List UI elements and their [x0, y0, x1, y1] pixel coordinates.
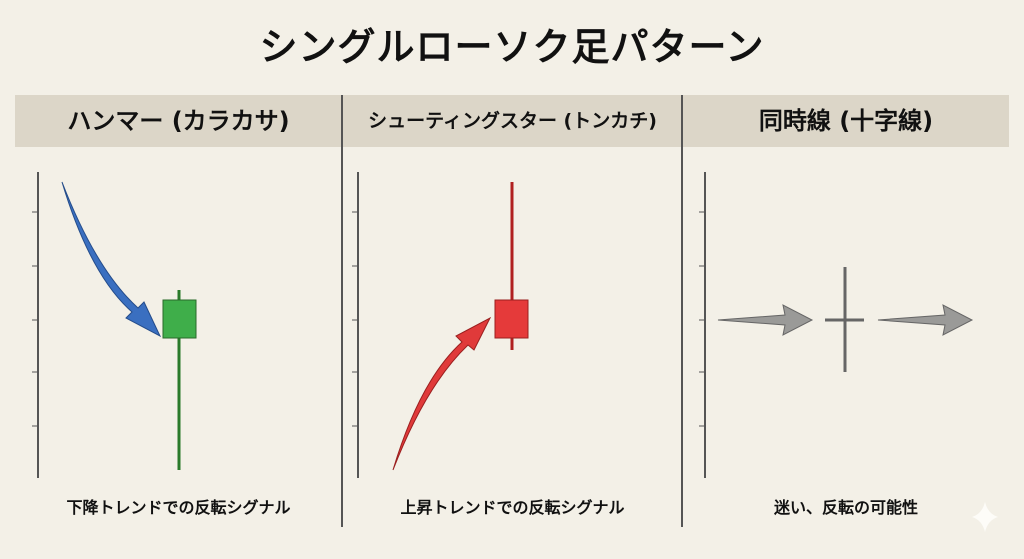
caption-hammer: 下降トレンドでの反転シグナル [66, 498, 291, 517]
sparkle-icon [972, 502, 998, 532]
shooting-star-candle [494, 182, 529, 350]
header-doji: 同時線 (十字線) [758, 107, 934, 135]
sideways-arrow-right [877, 304, 974, 336]
downtrend-arrow [61, 181, 162, 338]
page-title: シングルローソク足パターン [259, 25, 765, 69]
header-hammer: ハンマー (カラカサ) [67, 107, 290, 135]
price-axis [699, 172, 706, 478]
divider [681, 95, 683, 527]
price-axis [352, 172, 359, 478]
caption-shooting-star: 上昇トレンドでの反転シグナル [400, 498, 625, 517]
uptrend-arrow [392, 316, 492, 471]
caption-doji: 迷い、反転の可能性 [773, 498, 918, 517]
header-shooting-star: シューティングスター (トンカチ) [368, 110, 657, 132]
doji-candle [825, 267, 864, 372]
price-axis [32, 172, 39, 478]
hammer-candle [162, 290, 197, 470]
divider [341, 95, 343, 527]
header-band [15, 95, 1009, 147]
sideways-arrow-left [717, 304, 814, 336]
